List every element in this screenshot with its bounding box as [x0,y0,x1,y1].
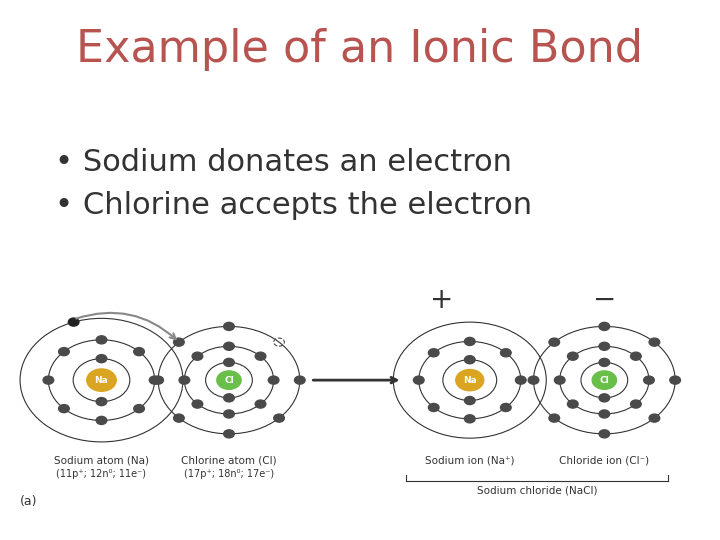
Text: Chloride ion (Cl⁻): Chloride ion (Cl⁻) [559,455,649,465]
Circle shape [269,376,279,384]
Circle shape [516,376,526,384]
Circle shape [87,369,116,392]
Circle shape [528,376,539,384]
Text: (17p⁺; 18n⁰; 17e⁻): (17p⁺; 18n⁰; 17e⁻) [184,469,274,479]
Circle shape [567,400,578,408]
Circle shape [464,396,475,404]
Circle shape [599,322,610,330]
Circle shape [464,415,475,423]
Circle shape [224,342,234,350]
Circle shape [670,376,680,384]
Circle shape [192,400,203,408]
Circle shape [554,376,565,384]
Circle shape [599,359,610,367]
Circle shape [179,376,189,384]
Circle shape [255,352,266,360]
Circle shape [413,376,424,384]
Circle shape [599,430,610,438]
Circle shape [428,349,439,357]
Circle shape [500,349,511,357]
Circle shape [644,376,654,384]
Circle shape [58,404,69,413]
Circle shape [567,352,578,360]
Text: Na: Na [94,376,109,384]
Circle shape [149,376,160,384]
Text: • Chlorine accepts the electron: • Chlorine accepts the electron [55,191,533,220]
Circle shape [224,430,234,438]
Text: +: + [430,286,453,314]
Circle shape [134,404,145,413]
Circle shape [464,356,475,364]
Circle shape [58,348,69,356]
Circle shape [96,355,107,363]
Circle shape [217,371,241,389]
Circle shape [192,352,203,360]
Text: Example of an Ionic Bond: Example of an Ionic Bond [76,28,644,71]
Text: Sodium atom (Na): Sodium atom (Na) [54,455,149,465]
Text: Na: Na [463,376,477,384]
Circle shape [649,414,660,422]
Circle shape [174,414,184,422]
Circle shape [68,318,79,326]
Circle shape [224,359,234,367]
Circle shape [592,371,616,389]
Circle shape [224,322,234,330]
Text: (a): (a) [20,495,37,508]
Circle shape [96,336,107,344]
Circle shape [631,352,642,360]
Text: • Sodium donates an electron: • Sodium donates an electron [55,148,513,177]
Text: (11p⁺; 12n⁰; 11e⁻): (11p⁺; 12n⁰; 11e⁻) [56,469,146,479]
Circle shape [599,342,610,350]
Circle shape [274,414,284,422]
Text: Cl: Cl [600,376,609,384]
Circle shape [224,394,234,402]
Circle shape [549,414,559,422]
FancyArrowPatch shape [76,313,176,339]
Circle shape [464,338,475,346]
Circle shape [428,403,439,411]
Circle shape [500,403,511,411]
Text: Chlorine atom (Cl): Chlorine atom (Cl) [181,455,276,465]
Circle shape [174,338,184,346]
Circle shape [599,410,610,418]
Circle shape [631,400,642,408]
Circle shape [255,400,266,408]
Text: Cl: Cl [224,376,234,384]
Text: Sodium ion (Na⁺): Sodium ion (Na⁺) [425,455,515,465]
Circle shape [649,338,660,346]
Circle shape [456,369,484,391]
Text: Sodium chloride (NaCl): Sodium chloride (NaCl) [477,486,598,496]
Circle shape [43,376,54,384]
Circle shape [96,416,107,424]
Circle shape [599,394,610,402]
Text: −: − [593,286,616,314]
Circle shape [224,410,234,418]
Circle shape [96,397,107,406]
Circle shape [294,376,305,384]
Circle shape [549,338,559,346]
Circle shape [134,348,145,356]
Circle shape [153,376,163,384]
